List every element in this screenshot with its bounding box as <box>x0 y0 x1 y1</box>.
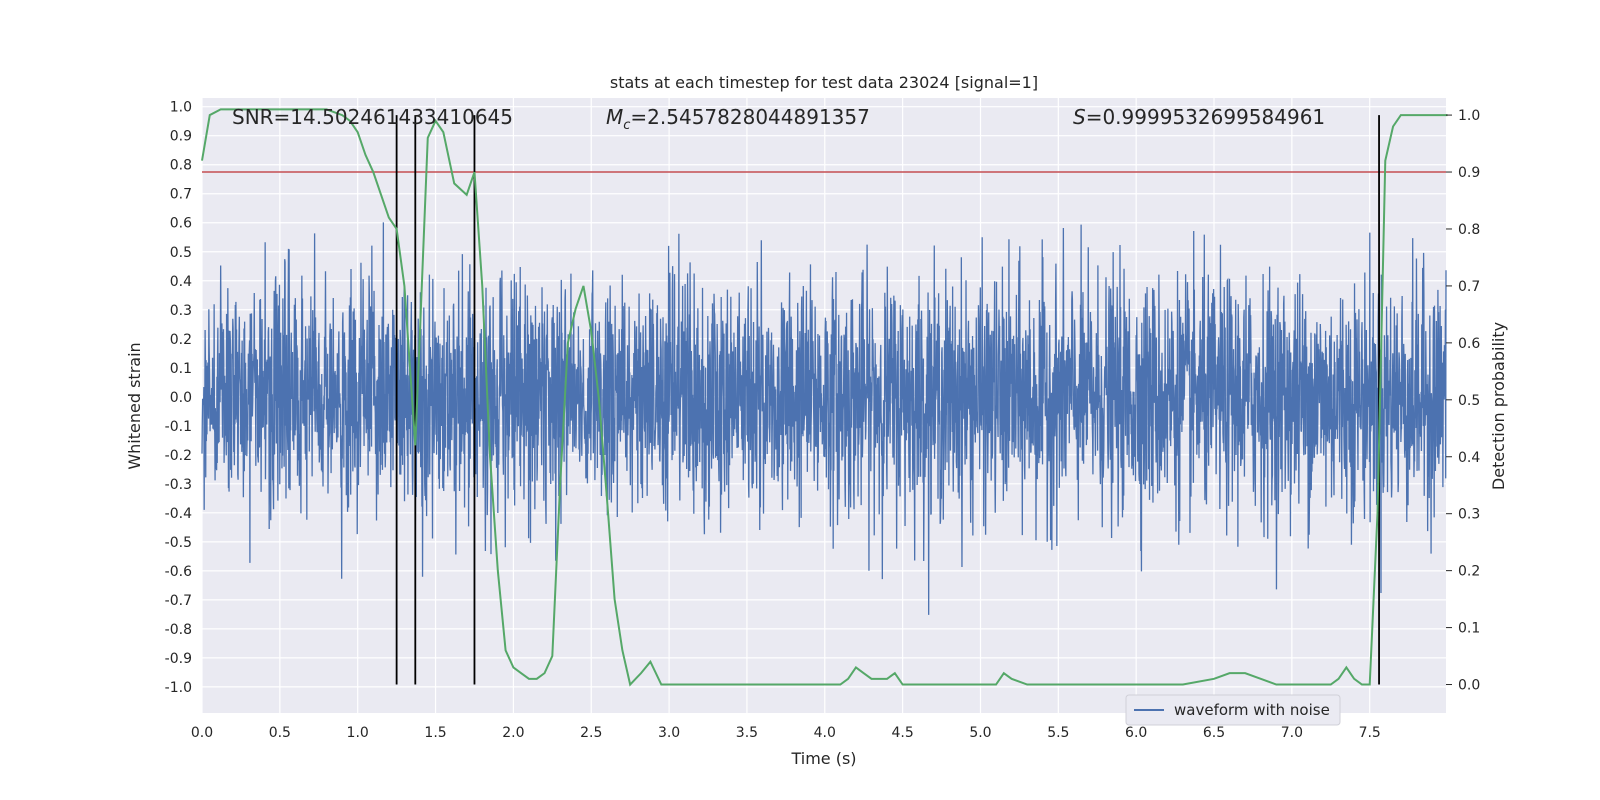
x-tick-label: 0.5 <box>269 725 291 741</box>
score-symbol: S <box>1073 105 1086 129</box>
x-tick-label: 2.5 <box>580 725 602 741</box>
left-tick-label: 0.4 <box>170 274 192 290</box>
x-tick-label: 6.0 <box>1125 725 1147 741</box>
x-tick-label: 6.5 <box>1203 725 1225 741</box>
x-tick-label: 1.0 <box>347 725 369 741</box>
right-axis-label: Detection probability <box>1489 322 1508 490</box>
chirp-mass-value: =2.5457828044891357 <box>630 105 869 129</box>
score-annotation: S=0.9999532699584961 <box>1073 105 1325 129</box>
x-tick-label: 3.0 <box>658 725 680 741</box>
snr-annotation: SNR=14.502461433410645 <box>232 105 513 129</box>
left-tick-label: 1.0 <box>170 100 192 116</box>
chirp-mass-symbol: M <box>606 105 623 129</box>
left-tick-label: 0.6 <box>170 216 192 232</box>
left-tick-label: -0.9 <box>165 651 192 667</box>
right-tick-label: 0.6 <box>1458 336 1480 352</box>
left-tick-label: 0.3 <box>170 303 192 319</box>
x-axis-ticks: 0.0 0.5 1.0 1.5 2.0 2.5 3.0 3.5 4.0 4.5 5.0 5.5 6.0 6… <box>191 725 1381 741</box>
legend-box <box>1125 694 1341 726</box>
waveform-with-noise-series <box>201 222 1447 615</box>
x-tick-label: 5.5 <box>1047 725 1069 741</box>
x-tick-label: 1.5 <box>424 725 446 741</box>
right-axis-ticks: 1.0 0.9 0.8 0.7 0.6 0.5 0.4 0.3 0.2 0.1 0.0 <box>1446 108 1480 694</box>
left-tick-label: -0.7 <box>165 593 192 609</box>
left-tick-label: 0.0 <box>170 390 192 406</box>
x-tick-label: 7.0 <box>1281 725 1303 741</box>
left-tick-label: -0.5 <box>165 535 192 551</box>
left-tick-label: 0.7 <box>170 187 192 203</box>
right-tick-label: 0.5 <box>1458 393 1480 409</box>
left-tick-label: 0.8 <box>170 158 192 174</box>
x-tick-label: 4.5 <box>891 725 913 741</box>
x-tick-label: 7.5 <box>1359 725 1381 741</box>
x-tick-label: 3.5 <box>736 725 758 741</box>
detection-probability-series <box>201 108 1448 687</box>
right-tick-label: 1.0 <box>1458 108 1480 124</box>
right-tick-label: 0.2 <box>1458 564 1480 580</box>
right-tick-label: 0.0 <box>1458 678 1480 694</box>
right-tick-label: 0.4 <box>1458 450 1480 466</box>
chirp-mass-annotation: Mc=2.5457828044891357 <box>606 105 870 133</box>
left-tick-label: -0.8 <box>165 622 192 638</box>
chart-title: stats at each timestep for test data 230… <box>610 73 1038 92</box>
legend: waveform with noise <box>1125 694 1341 726</box>
x-tick-label: 4.0 <box>814 725 836 741</box>
right-tick-label: 0.8 <box>1458 222 1480 238</box>
probability-curve <box>201 108 1448 687</box>
left-tick-label: 0.9 <box>170 129 192 145</box>
x-tick-label: 2.0 <box>502 725 524 741</box>
score-value: =0.9999532699584961 <box>1086 105 1325 129</box>
left-tick-label: -0.6 <box>165 564 192 580</box>
x-tick-label: 0.0 <box>191 725 213 741</box>
right-tick-label: 0.1 <box>1458 621 1480 637</box>
chirp-mass-subscript: c <box>623 118 630 133</box>
legend-label: waveform with noise <box>1174 701 1330 719</box>
left-tick-label: -0.3 <box>165 477 192 493</box>
right-tick-label: 0.3 <box>1458 507 1480 523</box>
left-tick-label: -0.4 <box>165 506 192 522</box>
right-tick-label: 0.9 <box>1458 165 1480 181</box>
left-tick-label: -1.0 <box>165 680 192 696</box>
left-tick-label: -0.1 <box>165 419 192 435</box>
left-axis-label: Whitened strain <box>125 342 144 469</box>
left-tick-label: -0.2 <box>165 448 192 464</box>
x-tick-label: 5.0 <box>969 725 991 741</box>
x-axis-label: Time (s) <box>790 749 856 768</box>
left-tick-label: 0.5 <box>170 245 192 261</box>
waveform-trace <box>201 222 1447 615</box>
left-axis-ticks: 1.0 0.9 0.8 0.7 0.6 0.5 0.4 0.3 0.2 0.1 0.0 -0.1 -0.… <box>165 100 192 696</box>
right-tick-label: 0.7 <box>1458 279 1480 295</box>
left-tick-label: 0.2 <box>170 332 192 348</box>
left-tick-label: 0.1 <box>170 361 192 377</box>
